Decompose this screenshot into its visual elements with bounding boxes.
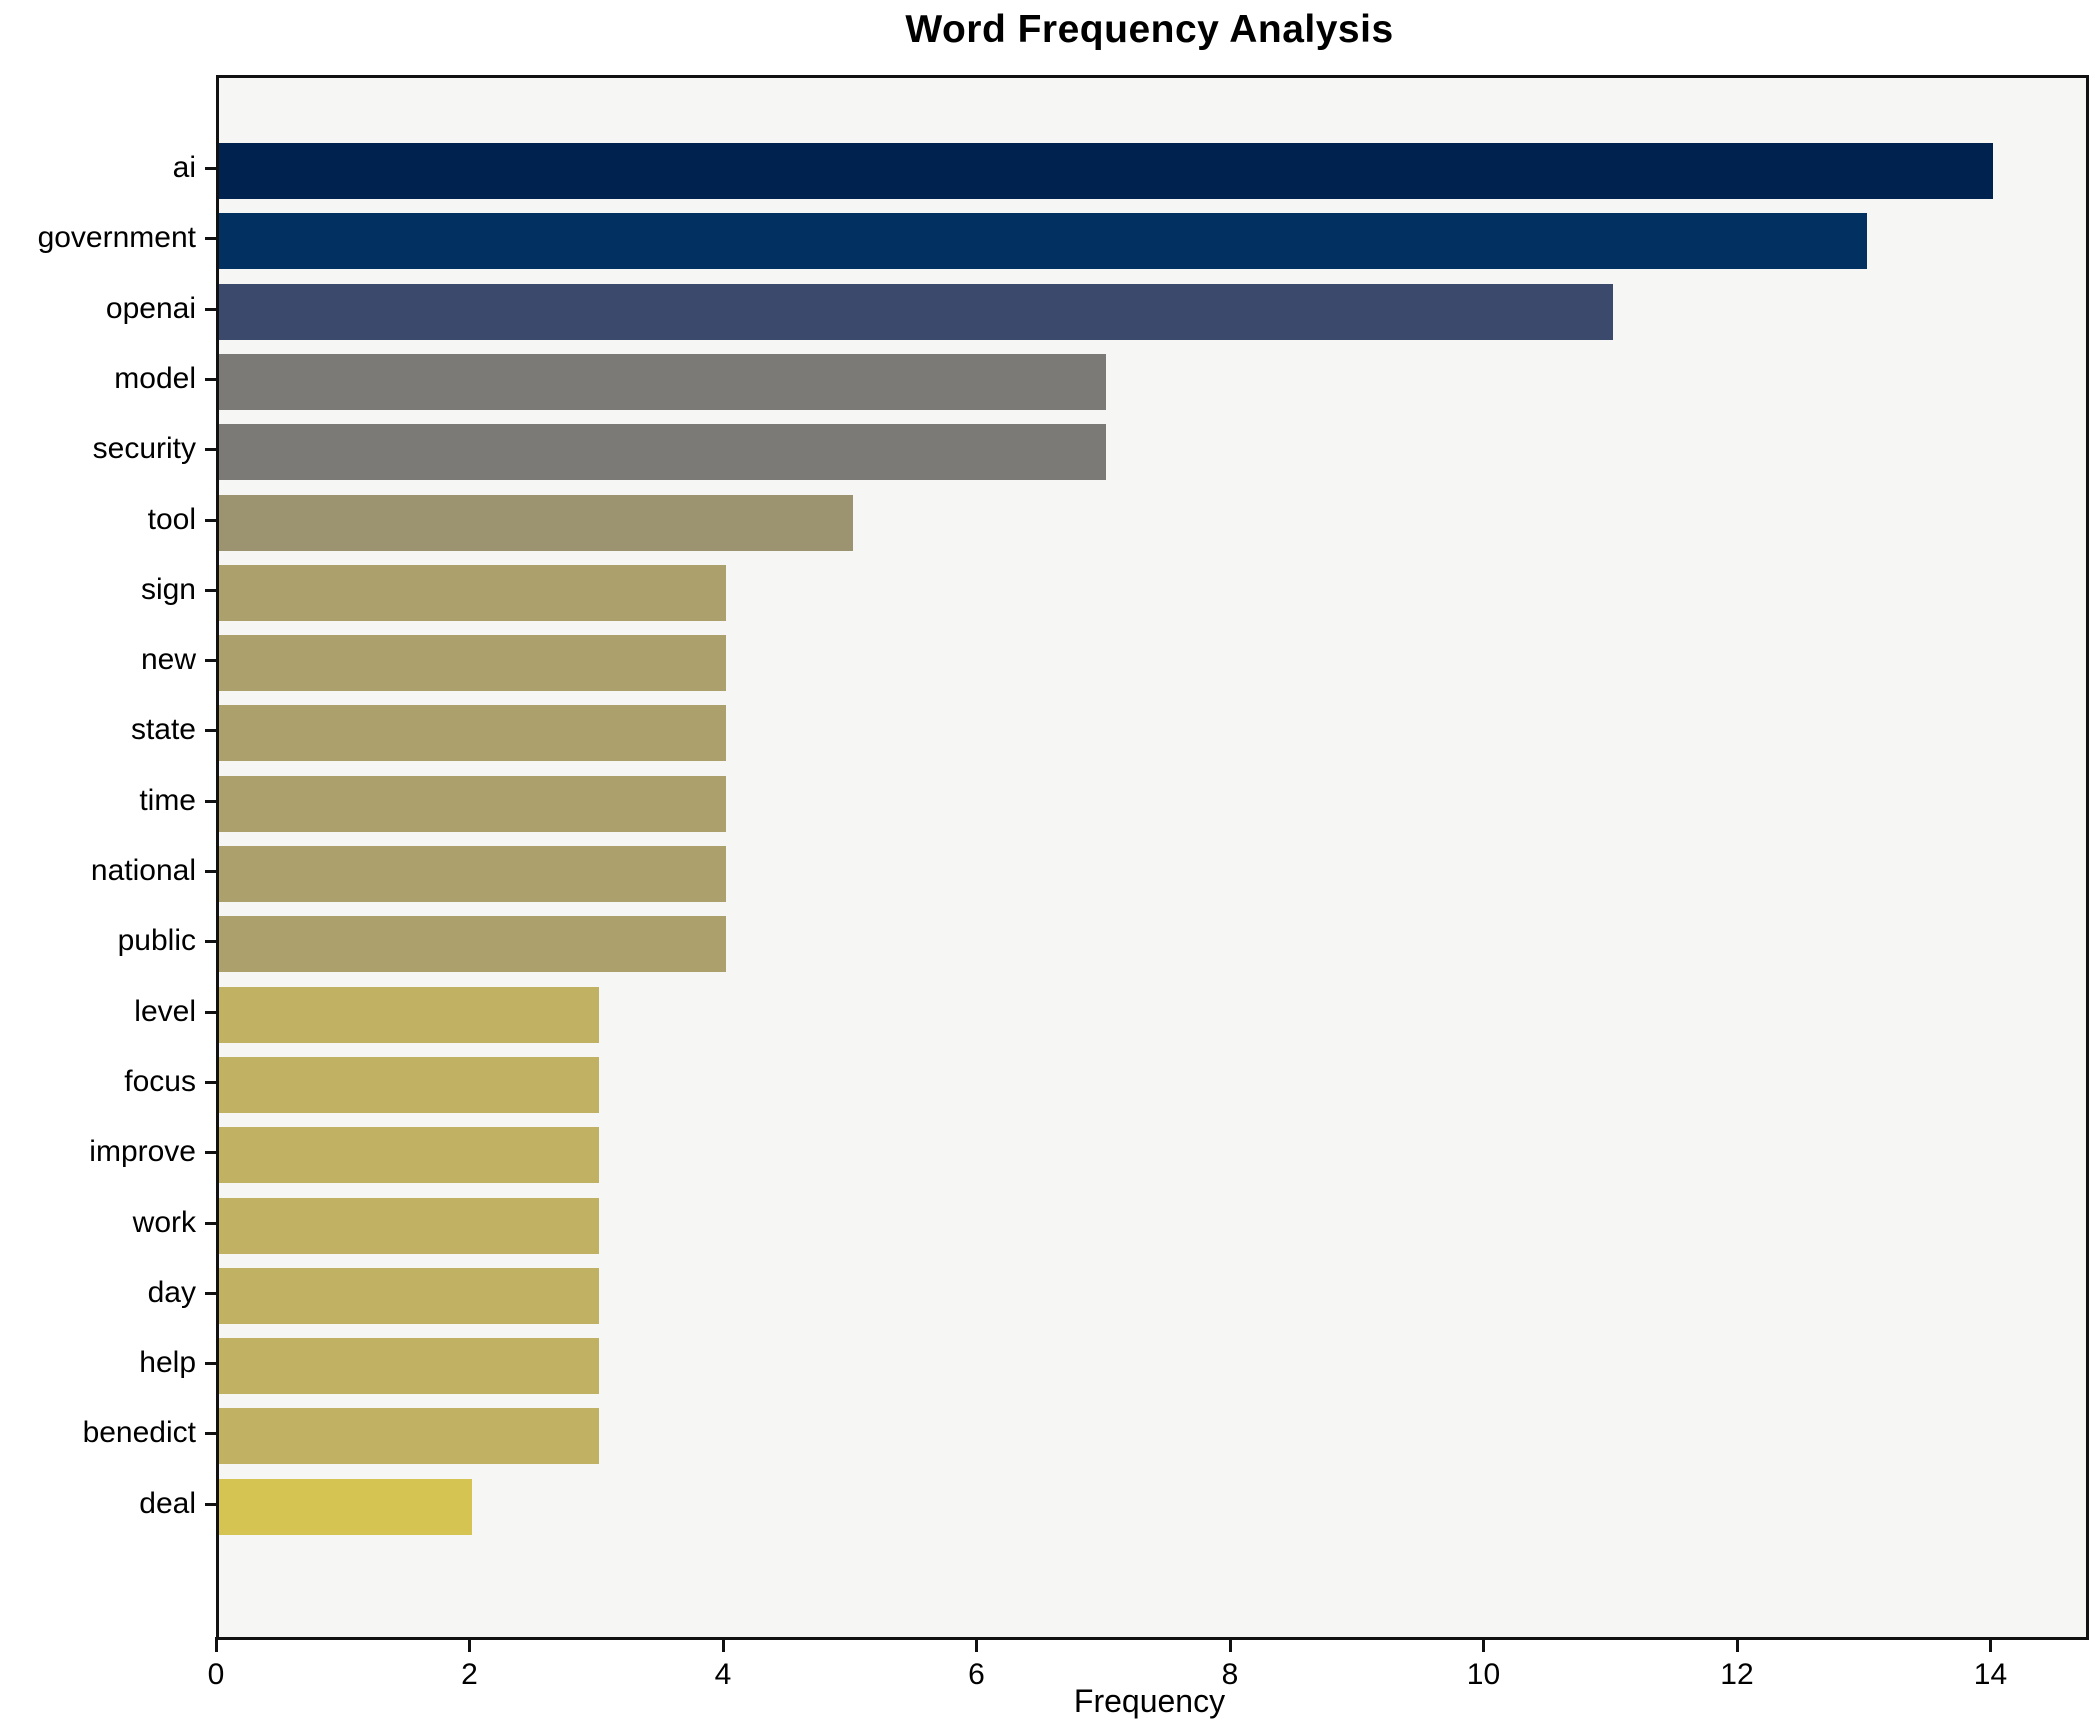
y-tick-label: deal bbox=[139, 1486, 196, 1520]
y-tick-mark bbox=[205, 518, 216, 522]
x-tick-label: 14 bbox=[1973, 1658, 2008, 1691]
y-tick-mark bbox=[205, 237, 216, 241]
y-tick-label: sign bbox=[140, 572, 196, 606]
y-tick-label: work bbox=[132, 1205, 196, 1239]
y-tick-label: openai bbox=[105, 291, 196, 325]
x-tick-label: 6 bbox=[968, 1658, 985, 1691]
y-tick-label: tool bbox=[147, 502, 196, 536]
y-tick-mark bbox=[205, 1291, 216, 1295]
x-tick-mark bbox=[1735, 1637, 1739, 1652]
bar-time bbox=[219, 775, 726, 832]
y-tick-label: benedict bbox=[82, 1416, 196, 1450]
y-tick-label: security bbox=[92, 432, 196, 466]
bar-level bbox=[219, 986, 600, 1043]
bar-ai bbox=[219, 143, 1994, 199]
y-tick-label: time bbox=[139, 783, 196, 817]
bar-government bbox=[219, 213, 1867, 270]
y-tick-label: focus bbox=[124, 1064, 196, 1098]
bar-national bbox=[219, 846, 726, 902]
x-tick-label: 4 bbox=[714, 1658, 732, 1691]
bar-day bbox=[219, 1267, 600, 1324]
y-tick-label: government bbox=[37, 221, 196, 255]
x-tick-mark bbox=[1989, 1637, 1993, 1652]
x-tick-label: 12 bbox=[1720, 1658, 1754, 1691]
y-tick-mark bbox=[205, 167, 216, 170]
x-tick-mark bbox=[215, 1637, 218, 1652]
y-tick-label: level bbox=[134, 994, 196, 1028]
x-tick-mark bbox=[468, 1637, 472, 1652]
y-tick-mark bbox=[205, 940, 216, 944]
x-tick-label: 10 bbox=[1466, 1658, 1501, 1691]
bar-state bbox=[219, 705, 726, 762]
y-tick-label: day bbox=[147, 1275, 196, 1309]
x-tick-mark bbox=[1228, 1637, 1232, 1652]
x-tick-label: 0 bbox=[207, 1658, 225, 1691]
x-tick-label: 2 bbox=[461, 1658, 478, 1691]
bar-openai bbox=[219, 283, 1614, 340]
bar-focus bbox=[219, 1056, 600, 1113]
x-tick-mark bbox=[1482, 1637, 1486, 1652]
bar-improve bbox=[219, 1127, 600, 1184]
y-tick-mark bbox=[205, 1502, 216, 1506]
bar-new bbox=[219, 635, 726, 692]
y-tick-label: ai bbox=[172, 151, 196, 184]
y-tick-label: new bbox=[140, 643, 196, 677]
y-tick-label: model bbox=[114, 361, 196, 395]
y-tick-mark bbox=[205, 448, 216, 452]
y-tick-mark bbox=[205, 307, 216, 311]
y-tick-mark bbox=[205, 1221, 216, 1225]
y-tick-mark bbox=[205, 729, 216, 733]
bar-deal bbox=[219, 1478, 473, 1535]
y-tick-mark bbox=[205, 1151, 216, 1155]
y-tick-label: state bbox=[130, 713, 196, 747]
bar-work bbox=[219, 1197, 600, 1254]
bar-tool bbox=[219, 494, 853, 551]
bar-sign bbox=[219, 564, 726, 621]
y-tick-mark bbox=[205, 1010, 216, 1014]
bar-public bbox=[219, 916, 726, 973]
y-tick-mark bbox=[205, 377, 216, 381]
y-tick-mark bbox=[205, 870, 216, 873]
x-tick-mark bbox=[975, 1637, 979, 1652]
chart-title: Word Frequency Analysis bbox=[905, 8, 1394, 51]
plot-area bbox=[216, 75, 2089, 1640]
y-tick-mark bbox=[205, 588, 216, 592]
y-tick-mark bbox=[205, 1362, 216, 1366]
x-axis-label: Frequency bbox=[1073, 1683, 1226, 1719]
y-tick-label: help bbox=[139, 1346, 196, 1380]
bar-model bbox=[219, 353, 1107, 410]
y-tick-mark bbox=[205, 1432, 216, 1436]
x-tick-label: 8 bbox=[1221, 1658, 1239, 1691]
bar-benedict bbox=[219, 1408, 600, 1465]
y-tick-mark bbox=[205, 659, 216, 663]
y-tick-label: public bbox=[117, 924, 196, 958]
bar-help bbox=[219, 1338, 600, 1395]
bar-security bbox=[219, 424, 1107, 481]
x-tick-mark bbox=[721, 1637, 725, 1652]
y-tick-label: national bbox=[90, 854, 196, 887]
y-tick-label: improve bbox=[89, 1135, 196, 1169]
y-tick-mark bbox=[205, 1080, 216, 1084]
y-tick-mark bbox=[205, 799, 216, 803]
